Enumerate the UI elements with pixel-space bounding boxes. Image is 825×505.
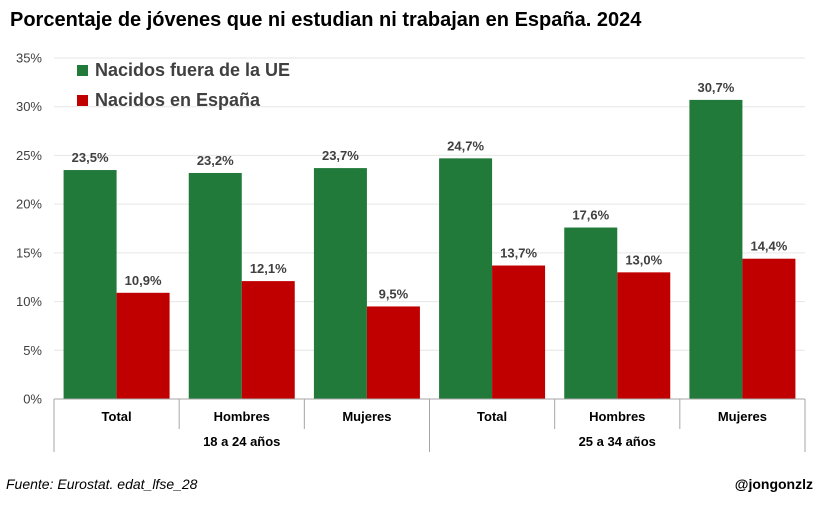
y-tick-label: 5% (23, 343, 42, 358)
legend: Nacidos fuera de la UE Nacidos en España (77, 60, 290, 110)
bar-nacidos-fuera-ue (188, 172, 242, 399)
bar-nacidos-espana (742, 258, 796, 399)
y-tick-label: 10% (16, 294, 42, 309)
x-tick-label: Total (477, 409, 507, 424)
y-tick-label: 15% (16, 245, 42, 260)
x-tick-label: Hombres (214, 409, 270, 424)
data-label: 24,7% (447, 138, 484, 153)
x-tick-label: Hombres (589, 409, 645, 424)
data-label: 23,2% (197, 153, 234, 168)
legend-swatch-espana (77, 95, 88, 106)
data-label: 12,1% (250, 261, 287, 276)
bar-nacidos-espana (492, 265, 546, 399)
data-label: 23,7% (322, 148, 359, 163)
x-tick-label: Mujeres (718, 409, 767, 424)
bar-nacidos-espana (366, 306, 420, 399)
y-tick-label: 20% (16, 197, 42, 212)
data-label: 17,6% (572, 208, 609, 223)
bar-nacidos-fuera-ue (439, 158, 493, 399)
y-tick-label: 35% (16, 51, 42, 66)
gridlines (54, 57, 805, 351)
axes: 0% 5% 10% 15% 20% 25% 30% 35% Total Hombres Mujere… (16, 51, 806, 452)
x-tick-label: Total (102, 409, 132, 424)
data-label: 23,5% (72, 150, 109, 165)
bar-nacidos-espana (241, 281, 295, 399)
author-credit: @jongonzlz (734, 476, 813, 492)
bar-nacidos-fuera-ue (689, 99, 743, 399)
y-tick-label: 0% (23, 392, 42, 407)
data-labels: 23,5% 10,9% 23,2% 12,1% 23,7% 9,5% 24,7% 13,7% 1… (72, 80, 788, 302)
data-label: 10,9% (125, 273, 162, 288)
data-label: 13,7% (500, 246, 537, 261)
chart-title: Porcentaje de jóvenes que ni estudian ni… (10, 9, 642, 31)
legend-swatch-fuera-ue (77, 65, 88, 76)
x-group-label: 18 a 24 años (203, 434, 280, 449)
data-label: 30,7% (697, 80, 734, 95)
bars (63, 99, 796, 399)
bar-nacidos-fuera-ue (564, 227, 618, 399)
legend-label: Nacidos fuera de la UE (95, 60, 290, 80)
y-tick-label: 30% (16, 99, 42, 114)
data-label: 9,5% (379, 286, 409, 301)
y-tick-label: 25% (16, 148, 42, 163)
legend-label: Nacidos en España (95, 90, 261, 110)
data-label: 13,0% (625, 252, 662, 267)
x-group-label: 25 a 34 años (579, 434, 656, 449)
data-label: 14,4% (750, 239, 787, 254)
bar-nacidos-espana (617, 272, 671, 399)
bar-nacidos-fuera-ue (313, 168, 367, 399)
bar-nacidos-fuera-ue (63, 170, 117, 399)
source-note: Fuente: Eurostat. edat_lfse_28 (6, 476, 198, 492)
bar-nacidos-espana (116, 292, 170, 399)
x-tick-label: Mujeres (342, 409, 391, 424)
